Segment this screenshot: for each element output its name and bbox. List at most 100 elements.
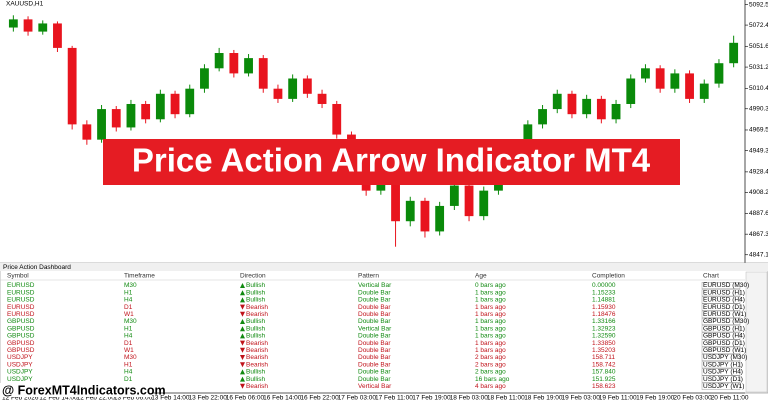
x-tick-label: 13 Feb 06:00 <box>114 395 153 402</box>
direction-arrow <box>240 326 245 332</box>
chart-button[interactable] <box>701 318 741 326</box>
chart-button[interactable] <box>701 310 741 318</box>
cell: H1 <box>124 361 133 368</box>
cell: 0.00000 <box>592 282 616 289</box>
cell: Double Bar <box>358 369 391 376</box>
cell: USDJPY <box>7 376 33 383</box>
candle-body <box>111 109 121 128</box>
cell: M30 <box>124 282 137 289</box>
direction-arrow <box>240 319 245 324</box>
cell-direction: Bearish <box>246 354 268 361</box>
chart-button[interactable] <box>701 354 741 362</box>
x-tick-label: 16 Feb 14:00 <box>263 395 302 402</box>
dashboard-titlebar <box>0 263 768 271</box>
cell-chart[interactable]: EURUSD (W1) <box>703 311 746 318</box>
cell-chart[interactable]: GBPUSD (D1) <box>703 340 745 347</box>
cell: H1 <box>124 325 133 332</box>
cell: 1 bars ago <box>475 347 506 354</box>
cell-chart[interactable]: USDJPY (D1) <box>703 376 743 383</box>
candle-body <box>200 68 209 89</box>
chart-button[interactable] <box>701 361 741 369</box>
cell: 0 bars ago <box>475 282 506 289</box>
dashboard-title[interactable]: Price Action Dashboard <box>3 264 71 271</box>
column-header[interactable]: Chart <box>703 273 719 280</box>
y-tick-label: 5072.40 <box>749 22 768 29</box>
cell-chart[interactable]: GBPUSD (H4) <box>703 333 745 340</box>
chart-button[interactable] <box>701 303 741 311</box>
candle-body <box>141 103 151 120</box>
chart-button[interactable] <box>701 375 741 383</box>
chart-button[interactable] <box>701 289 741 297</box>
candle-body <box>126 103 136 128</box>
column-header[interactable]: Timeframe <box>124 273 155 280</box>
column-header[interactable]: Completion <box>592 273 625 280</box>
chart-button[interactable] <box>701 296 741 304</box>
candle-body <box>552 93 562 110</box>
cell: 158.711 <box>592 354 615 361</box>
chart-button[interactable] <box>701 368 741 376</box>
cell: EURUSD <box>7 297 35 304</box>
column-header[interactable]: Direction <box>240 273 266 280</box>
x-tick-label: 20 Feb 03:00 <box>673 395 712 402</box>
candle-body <box>97 109 106 140</box>
cell-chart[interactable]: EURUSD (M30) <box>703 282 749 289</box>
y-tick-label: 4908.20 <box>749 189 768 196</box>
cell: 1.18476 <box>592 311 616 318</box>
x-tick-label: 18 Feb 03:00 <box>450 395 489 402</box>
scrollbar[interactable] <box>745 271 768 393</box>
cell-chart[interactable]: USDJPY (H1) <box>703 361 743 368</box>
direction-arrow <box>240 347 245 353</box>
cell-chart[interactable]: GBPUSD (M30) <box>703 318 749 325</box>
cell: W1 <box>124 347 134 354</box>
cell-direction: Bullish <box>246 318 266 325</box>
cell-chart[interactable]: GBPUSD (H1) <box>703 325 745 332</box>
cell: Vertical Bar <box>358 282 392 289</box>
cell-direction: Bullish <box>246 282 266 289</box>
cell: Double Bar <box>358 361 391 368</box>
cell: Double Bar <box>358 340 391 347</box>
cell: 158.623 <box>592 383 616 390</box>
cell-chart[interactable]: USDJPY (W1) <box>703 383 744 390</box>
banner-text: Price Action Arrow Indicator MT4 <box>132 142 651 179</box>
cell: USDJPY <box>7 369 33 376</box>
cell: 2 bars ago <box>475 361 506 368</box>
y-tick-label: 4887.60 <box>749 210 768 217</box>
cell: GBPUSD <box>7 347 35 354</box>
column-header[interactable]: Age <box>475 273 487 280</box>
candle-body <box>699 83 709 99</box>
y-tick-label: 4990.30 <box>749 105 768 112</box>
y-tick-label: 5051.60 <box>749 43 768 50</box>
column-header[interactable]: Symbol <box>7 273 29 280</box>
chart-button[interactable] <box>701 325 741 333</box>
chart-button[interactable] <box>701 332 741 340</box>
cell: Double Bar <box>358 347 391 354</box>
candle-body <box>391 175 400 222</box>
cell: Double Bar <box>358 289 391 296</box>
cell-chart[interactable]: EURUSD (H1) <box>703 289 745 296</box>
direction-arrow <box>240 340 245 346</box>
candle-body <box>685 73 694 99</box>
cell: 157.840 <box>592 369 616 376</box>
candle-body <box>214 53 224 69</box>
chart-button[interactable] <box>701 382 741 390</box>
cell-chart[interactable]: EURUSD (D1) <box>703 304 745 311</box>
cell-direction: Bullish <box>246 325 266 332</box>
chart-button[interactable] <box>701 282 741 290</box>
cell: Double Bar <box>358 311 391 318</box>
candle-body <box>523 124 533 145</box>
cell-chart[interactable]: USDJPY (M30) <box>703 354 747 361</box>
chart-button[interactable] <box>701 346 741 354</box>
x-tick-label: 17 Feb 11:00 <box>375 395 413 402</box>
candle-body <box>641 68 650 79</box>
cell: 1.15233 <box>592 289 616 296</box>
column-header[interactable]: Pattern <box>358 273 379 280</box>
cell: GBPUSD <box>7 318 35 325</box>
cell-chart[interactable]: USDJPY (H4) <box>703 369 743 376</box>
direction-arrow <box>240 355 245 360</box>
cell-chart[interactable]: EURUSD (H4) <box>703 297 745 304</box>
cell: 1 bars ago <box>475 318 506 325</box>
cell-chart[interactable]: GBPUSD (W1) <box>703 347 746 354</box>
cell: M30 <box>124 318 137 325</box>
cell: 151.925 <box>592 376 616 383</box>
chart-button[interactable] <box>701 339 741 347</box>
